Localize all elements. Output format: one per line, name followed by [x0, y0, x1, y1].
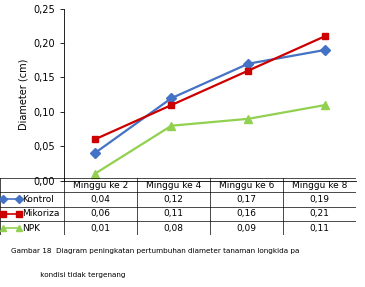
Mikoriza [169, 103, 174, 107]
Kontrol [92, 152, 97, 155]
Mikoriza [246, 69, 250, 72]
Mikoriza [323, 34, 327, 38]
Text: Minggu ke 2: Minggu ke 2 [73, 181, 128, 190]
Text: Minggu ke 4: Minggu ke 4 [146, 181, 201, 190]
Text: Minggu ke 6: Minggu ke 6 [219, 181, 274, 190]
Text: Minggu ke 8: Minggu ke 8 [292, 181, 347, 190]
Text: 0,17: 0,17 [237, 195, 256, 204]
Text: 0,12: 0,12 [164, 195, 183, 204]
NPK [323, 103, 327, 107]
Text: Kontrol: Kontrol [22, 195, 54, 204]
Text: 0,19: 0,19 [310, 195, 329, 204]
Text: 0,11: 0,11 [310, 224, 329, 233]
Line: Kontrol: Kontrol [91, 46, 328, 157]
Text: 0,16: 0,16 [237, 209, 256, 218]
Text: kondisi tidak tergenang: kondisi tidak tergenang [11, 272, 126, 278]
Line: Mikoriza: Mikoriza [91, 33, 328, 143]
Text: Gambar 18  Diagram peningkatan pertumbuhan diameter tanaman longkida pa: Gambar 18 Diagram peningkatan pertumbuha… [11, 248, 299, 254]
Text: 0,06: 0,06 [91, 209, 110, 218]
Text: 0,09: 0,09 [237, 224, 256, 233]
Y-axis label: Diameter (cm): Diameter (cm) [19, 59, 29, 130]
Text: NPK: NPK [22, 224, 41, 233]
Text: 0,01: 0,01 [91, 224, 110, 233]
NPK [246, 117, 250, 121]
Kontrol [246, 62, 250, 65]
NPK [92, 172, 97, 176]
Kontrol [169, 96, 174, 100]
Text: 0,08: 0,08 [164, 224, 183, 233]
Text: 0,04: 0,04 [91, 195, 110, 204]
Text: 0,11: 0,11 [164, 209, 183, 218]
Line: NPK: NPK [91, 101, 329, 178]
Kontrol [323, 48, 327, 52]
NPK [169, 124, 174, 127]
Text: Mikoriza: Mikoriza [22, 209, 60, 218]
Mikoriza [92, 138, 97, 141]
Text: 0,21: 0,21 [310, 209, 329, 218]
